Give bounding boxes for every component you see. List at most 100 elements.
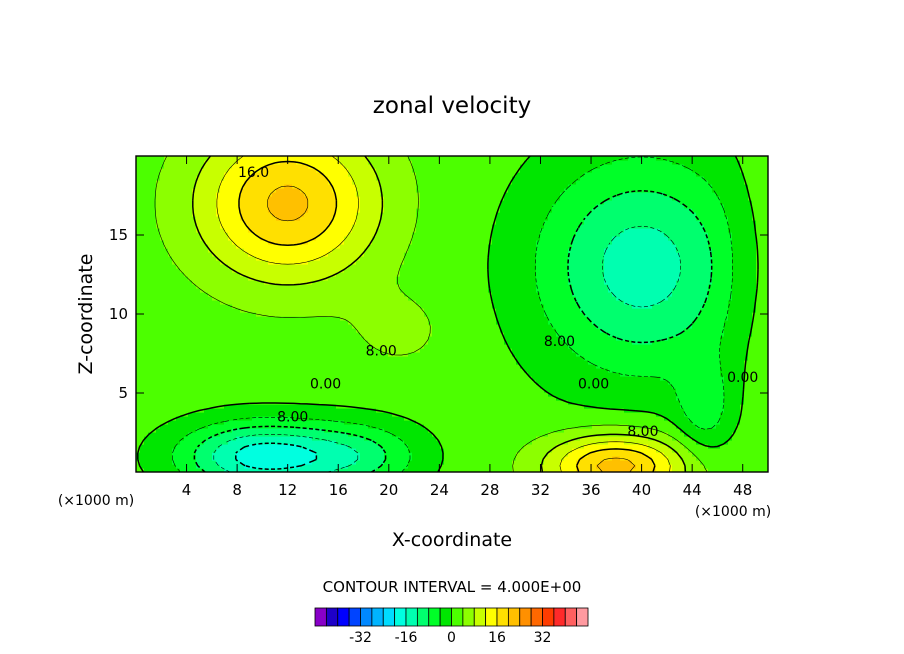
field-cell: [300, 160, 305, 165]
field-cell: [216, 164, 221, 169]
field-cell: [356, 404, 361, 409]
field-cell: [188, 208, 193, 213]
field-cell: [216, 224, 221, 229]
field-cell: [232, 292, 237, 297]
field-cell: [208, 388, 213, 393]
field-cell: [300, 352, 305, 357]
field-cell: [184, 284, 189, 289]
field-cell: [244, 192, 249, 197]
field-cell: [372, 344, 377, 349]
field-cell: [152, 156, 157, 161]
field-cell: [184, 456, 189, 461]
field-cell: [368, 352, 373, 357]
field-cell: [176, 332, 181, 337]
field-cell: [384, 252, 389, 257]
field-cell: [384, 308, 389, 313]
field-cell: [168, 420, 173, 425]
field-cell: [332, 364, 337, 369]
field-cell: [224, 280, 229, 285]
field-cell: [224, 416, 229, 421]
field-cell: [312, 288, 317, 293]
field-cell: [196, 468, 201, 472]
field-cell: [292, 364, 297, 369]
field-cell: [332, 240, 337, 245]
field-cell: [304, 220, 309, 225]
field-cell: [312, 456, 317, 461]
field-cell: [372, 256, 377, 261]
field-cell: [276, 384, 281, 389]
field-cell: [384, 324, 389, 329]
field-cell: [204, 236, 209, 241]
field-cell: [240, 252, 245, 257]
field-cell: [156, 400, 161, 405]
field-cell: [376, 284, 381, 289]
field-cell: [224, 444, 229, 449]
field-cell: [268, 172, 273, 177]
field-cell: [312, 352, 317, 357]
field-cell: [160, 180, 165, 185]
field-cell: [244, 196, 249, 201]
field-cell: [336, 396, 341, 401]
field-cell: [348, 340, 353, 345]
field-cell: [320, 440, 325, 445]
field-cell: [200, 280, 205, 285]
field-cell: [204, 180, 209, 185]
field-cell: [252, 456, 257, 461]
field-cell: [180, 348, 185, 353]
field-cell: [312, 428, 317, 433]
field-cell: [188, 392, 193, 397]
field-cell: [240, 192, 245, 197]
field-cell: [256, 232, 261, 237]
field-cell: [188, 344, 193, 349]
field-cell: [248, 376, 253, 381]
field-cell: [364, 304, 369, 309]
field-cell: [304, 184, 309, 189]
field-cell: [320, 416, 325, 421]
field-cell: [224, 452, 229, 457]
field-cell: [292, 280, 297, 285]
field-cell: [256, 468, 261, 472]
field-cell: [180, 344, 185, 349]
field-cell: [376, 296, 381, 301]
field-cell: [344, 340, 349, 345]
field-cell: [240, 412, 245, 417]
field-cell: [192, 272, 197, 277]
field-cell: [220, 188, 225, 193]
field-cell: [160, 216, 165, 221]
field-cell: [184, 224, 189, 229]
field-cell: [360, 268, 365, 273]
field-cell: [216, 308, 221, 313]
field-shading: [136, 156, 768, 472]
field-cell: [252, 204, 257, 209]
field-cell: [140, 236, 145, 241]
field-cell: [204, 464, 209, 469]
field-cell: [180, 308, 185, 313]
field-cell: [216, 276, 221, 281]
field-cell: [136, 340, 141, 345]
field-cell: [300, 388, 305, 393]
field-cell: [236, 292, 241, 297]
field-cell: [236, 248, 241, 253]
field-cell: [372, 404, 377, 409]
field-cell: [328, 436, 333, 441]
field-cell: [256, 220, 261, 225]
field-cell: [304, 444, 309, 449]
field-cell: [312, 240, 317, 245]
field-cell: [300, 320, 305, 325]
field-cell: [236, 408, 241, 413]
field-cell: [356, 364, 361, 369]
field-cell: [160, 224, 165, 229]
field-cell: [352, 364, 357, 369]
field-cell: [224, 268, 229, 273]
field-cell: [168, 232, 173, 237]
field-cell: [204, 208, 209, 213]
field-cell: [268, 448, 273, 453]
field-cell: [364, 468, 369, 472]
field-cell: [272, 196, 277, 201]
field-cell: [312, 328, 317, 333]
field-cell: [188, 252, 193, 257]
field-cell: [284, 164, 289, 169]
field-cell: [324, 168, 329, 173]
field-cell: [380, 324, 385, 329]
field-cell: [336, 200, 341, 205]
